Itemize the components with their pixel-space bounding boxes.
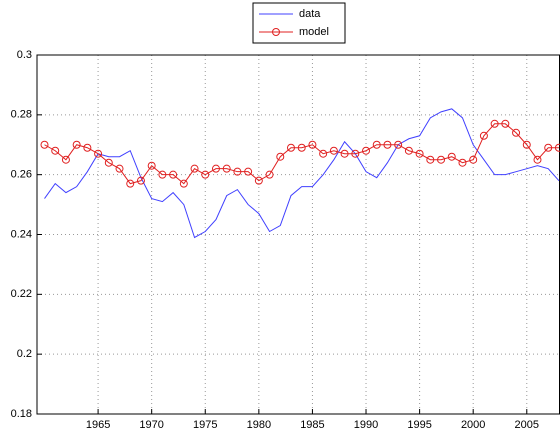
marker xyxy=(126,179,135,188)
marker xyxy=(437,155,446,164)
marker xyxy=(276,152,285,161)
legend: data model xyxy=(252,2,346,44)
legend-label: model xyxy=(299,26,329,38)
y-tick-label: 0.28 xyxy=(11,109,32,121)
marker xyxy=(233,167,242,176)
marker xyxy=(211,164,220,173)
marker xyxy=(394,140,403,149)
marker xyxy=(222,164,231,173)
marker xyxy=(426,155,435,164)
marker xyxy=(201,170,210,179)
x-tick-label: 1980 xyxy=(247,419,271,431)
x-tick-label: 1985 xyxy=(300,419,324,431)
marker xyxy=(61,155,70,164)
marker xyxy=(83,143,92,152)
marker xyxy=(254,176,263,185)
plot-area xyxy=(37,55,560,414)
marker xyxy=(522,140,531,149)
marker xyxy=(340,149,349,158)
marker xyxy=(372,140,381,149)
series-line xyxy=(44,108,560,239)
marker xyxy=(308,140,317,149)
marker xyxy=(533,155,542,164)
marker xyxy=(415,149,424,158)
marker xyxy=(147,161,156,170)
x-tick-label: 1970 xyxy=(139,419,163,431)
x-tick-label: 2000 xyxy=(461,419,485,431)
legend-box xyxy=(252,2,346,44)
marker xyxy=(115,164,124,173)
marker xyxy=(297,143,306,152)
marker xyxy=(286,143,295,152)
marker xyxy=(351,149,360,158)
marker xyxy=(158,170,167,179)
y-tick-label: 0.26 xyxy=(11,169,32,181)
marker xyxy=(447,152,456,161)
marker xyxy=(479,131,488,140)
marker xyxy=(458,158,467,167)
marker xyxy=(501,119,510,128)
marker xyxy=(329,146,338,155)
marker xyxy=(104,158,113,167)
marker xyxy=(383,140,392,149)
series-line xyxy=(44,123,559,185)
y-tick-label: 0.2 xyxy=(17,348,32,360)
y-tick-label: 0.3 xyxy=(17,49,32,61)
marker xyxy=(490,119,499,128)
y-tick-label: 0.18 xyxy=(11,408,32,420)
marker xyxy=(40,140,49,149)
x-tick-label: 1995 xyxy=(407,419,431,431)
y-tick-label: 0.24 xyxy=(11,228,32,240)
x-tick-label: 1975 xyxy=(193,419,217,431)
marker xyxy=(136,176,145,185)
marker xyxy=(244,167,253,176)
marker xyxy=(94,149,103,158)
marker xyxy=(512,128,521,137)
legend-marker xyxy=(272,28,280,36)
legend-label: data xyxy=(299,8,321,20)
y-tick-label: 0.22 xyxy=(11,288,32,300)
marker xyxy=(362,146,371,155)
marker xyxy=(544,143,553,152)
marker xyxy=(469,155,478,164)
x-tick-label: 1990 xyxy=(354,419,378,431)
marker xyxy=(179,179,188,188)
marker xyxy=(319,149,328,158)
marker xyxy=(169,170,178,179)
x-tick-label: 2005 xyxy=(515,419,539,431)
marker xyxy=(265,170,274,179)
marker xyxy=(51,146,60,155)
marker xyxy=(554,143,560,152)
marker xyxy=(190,164,199,173)
marker xyxy=(404,146,413,155)
x-tick-label: 1965 xyxy=(86,419,110,431)
marker xyxy=(72,140,81,149)
